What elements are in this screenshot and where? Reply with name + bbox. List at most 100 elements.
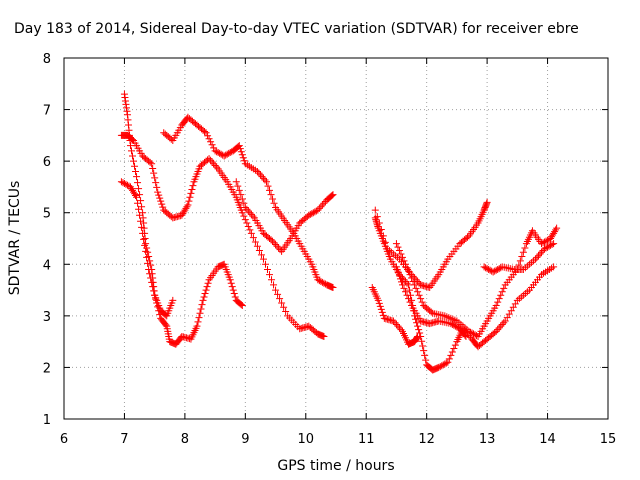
data-point [418,337,426,345]
series-track-2 [117,131,328,340]
data-point [257,251,265,259]
x-tick-label: 8 [181,432,189,447]
data-point [141,241,149,249]
x-tick-label: 12 [418,432,435,447]
data-point [483,200,491,208]
data-point [497,291,505,299]
data-point [445,355,453,363]
data-point [232,178,240,186]
data-point [199,296,207,304]
data-point [317,203,325,211]
data-point [238,302,246,310]
data-point [462,332,470,340]
series-track-8 [371,198,491,291]
data-point [225,149,233,157]
data-point [240,199,248,207]
data-point [197,305,205,313]
data-point [237,191,245,199]
data-point [131,162,139,170]
data-point [269,195,277,203]
data-point [146,270,154,278]
y-tick-label: 6 [43,155,51,170]
data-point [207,138,215,146]
data-point [223,150,231,158]
data-point [414,322,422,330]
data-point [208,141,216,149]
data-point [267,236,275,244]
data-point [377,305,385,313]
data-point [468,329,476,337]
data-point [167,135,175,143]
y-tick-label: 7 [43,104,51,119]
chart-title: Day 183 of 2014, Sidereal Day-to-day VTE… [14,21,579,37]
data-point [394,322,402,330]
data-point [244,222,252,230]
data-point [329,283,337,291]
data-point [141,235,149,242]
data-point [414,288,422,296]
data-point [256,171,264,179]
data-point [541,238,549,246]
x-tick-label: 15 [600,432,617,447]
data-point [280,303,288,311]
data-point [308,210,316,218]
data-point [207,156,215,164]
data-point [394,243,402,251]
data-point [258,173,266,181]
data-point [226,276,234,284]
data-point [497,322,505,330]
data-point [550,240,558,248]
data-point [148,160,156,168]
data-point [466,328,474,336]
data-point [409,277,417,285]
data-point [123,107,131,115]
x-tick-label: 6 [60,432,68,447]
data-point [483,265,491,273]
data-point [373,213,381,221]
data-point [122,180,130,188]
data-point [237,148,245,156]
data-point [495,295,503,303]
data-point [139,229,147,237]
data-point [262,178,270,186]
series-track-10 [480,240,558,276]
data-point [211,161,219,169]
data-point [202,129,210,137]
data-point [238,195,246,203]
data-point [411,281,419,289]
data-point [185,197,193,205]
data-point [417,295,425,303]
data-point [236,145,244,153]
data-point [216,149,224,157]
data-point [533,253,541,261]
data-point [521,244,529,252]
data-point [397,326,405,334]
data-point [204,279,212,287]
data-point [405,295,413,303]
data-point [415,291,423,299]
data-point [421,351,429,359]
data-point [494,265,502,273]
data-point [229,286,237,294]
data-point [328,192,336,200]
data-point [243,205,251,213]
series-track-11 [392,263,470,340]
y-tick-label: 2 [43,361,51,376]
data-point [412,284,420,292]
data-point [374,222,382,230]
data-point [516,257,524,265]
data-point [413,319,421,327]
data-point [492,302,500,310]
data-point [201,290,209,298]
data-point [135,185,143,193]
data-point [545,242,553,250]
data-point [393,266,401,274]
data-point [183,203,191,211]
data-point [263,265,271,273]
data-point [266,271,274,279]
data-point [552,226,560,234]
data-point [121,97,129,105]
data-point [412,276,420,284]
data-point [238,151,246,159]
data-point [205,155,213,163]
